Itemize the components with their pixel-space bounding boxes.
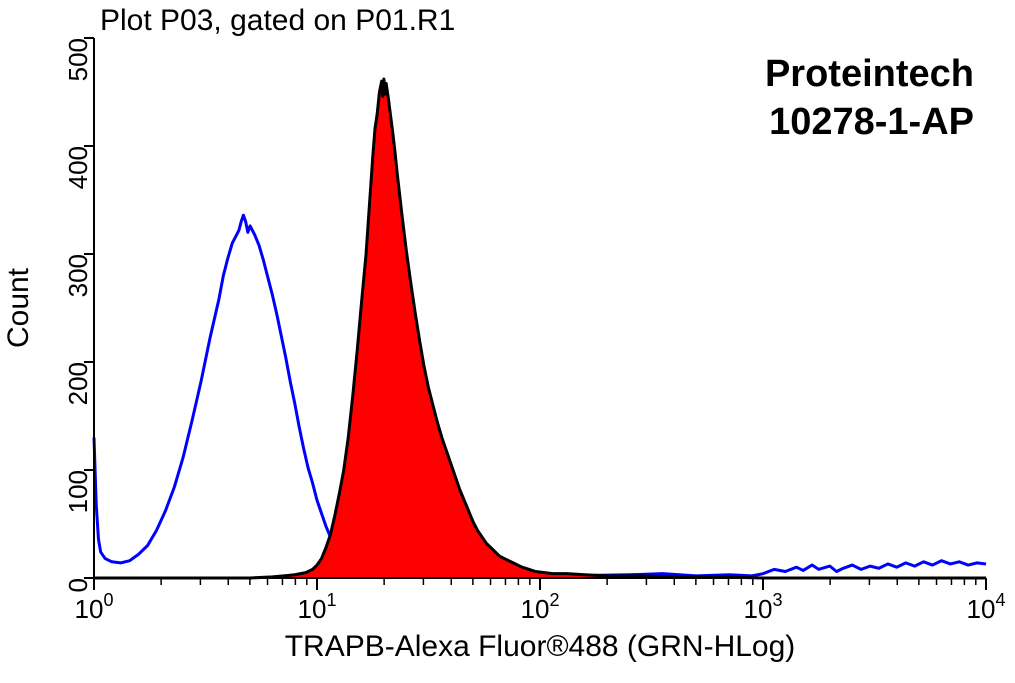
y-tick-label: 500: [63, 38, 93, 81]
histogram-chart: 0100200300400500100101102103104CountTRAP…: [0, 0, 1015, 683]
y-tick-label: 300: [63, 254, 93, 297]
y-tick-label: 400: [63, 146, 93, 189]
plot-title: Plot P03, gated on P01.R1: [100, 4, 455, 37]
y-tick-label: 100: [63, 470, 93, 513]
x-axis-title: TRAPB-Alexa Fluor®488 (GRN-HLog): [285, 630, 796, 663]
y-tick-label: 0: [63, 578, 93, 592]
chart-container: 0100200300400500100101102103104CountTRAP…: [0, 0, 1015, 683]
watermark-line-2: 10278-1-AP: [769, 101, 974, 143]
y-axis-title: Count: [2, 267, 35, 348]
watermark-line-1: Proteintech: [765, 53, 974, 95]
y-tick-label: 200: [63, 362, 93, 405]
